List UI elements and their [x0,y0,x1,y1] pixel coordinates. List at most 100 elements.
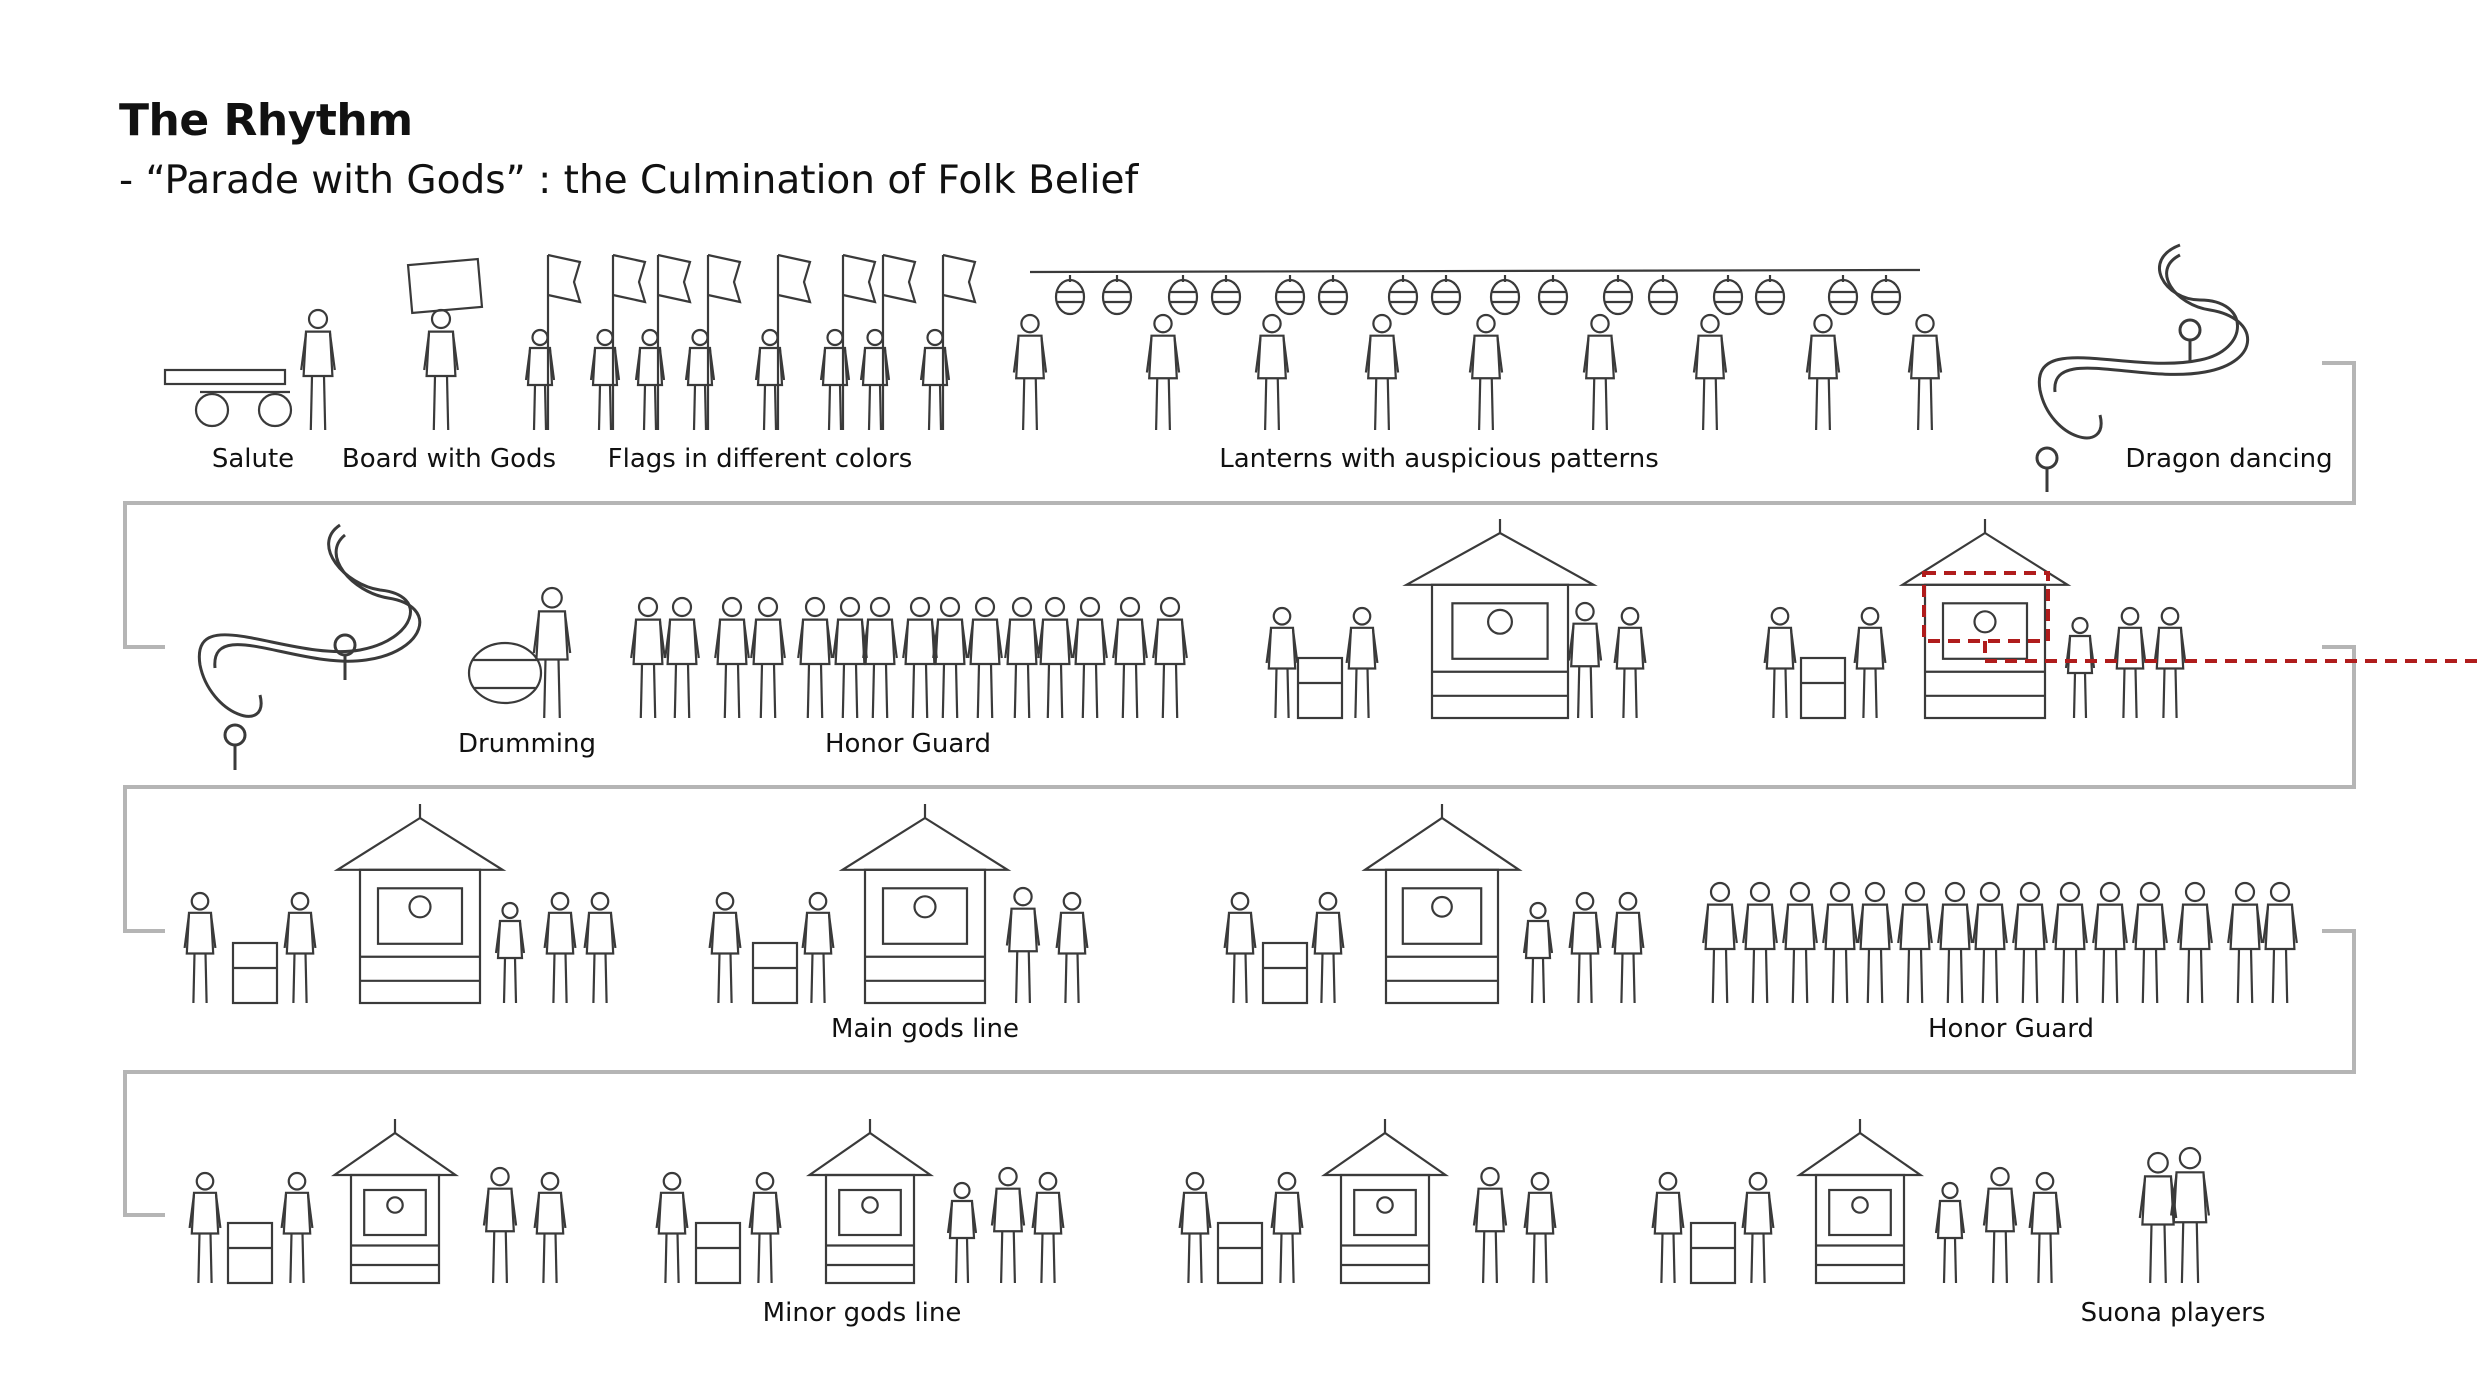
page-title: The Rhythm [119,95,413,146]
highlighted-deity-palanquin [1898,519,2072,720]
lantern-bearer [1012,313,1048,431]
person-figure [990,1166,1026,1284]
lantern [1827,275,1859,316]
person-figure [1523,1171,1557,1284]
procession-figures [163,253,2298,1285]
person-figure [1611,891,1645,1004]
flag-bearer [919,253,977,431]
label-flags: Flags in different colors [607,444,913,474]
path-segment-row3-right [123,929,2356,1217]
honor-guard-musician [2177,881,2213,1004]
person-figure [801,891,835,1004]
board-bearer [406,257,484,431]
sedan-chair [226,1221,274,1285]
flag-bearer [684,253,742,431]
honor-guard-musician [664,596,700,719]
path-segment-row2-right [123,645,2356,933]
deity-palanquin [838,804,1012,1005]
person-figure [183,891,217,1004]
person-figure [1934,1181,1966,1284]
person-figure [2028,1171,2062,1284]
salute-person [300,308,336,431]
person-figure [1055,891,1089,1004]
sedan-chair [1261,941,1309,1005]
label-honor-guard-1: Honor Guard [824,729,992,759]
person-figure [280,1171,314,1284]
lantern-pole [1029,268,1921,274]
highlight-box [1922,571,2050,643]
person-figure [1178,1171,1212,1284]
person-figure [1031,1171,1065,1284]
honor-guard-musician [2052,881,2088,1004]
dragon-dancer-illustration-2 [197,523,422,770]
honor-guard-musician [862,596,898,719]
minor-deity-palanquin [1795,1119,1925,1285]
lantern [1167,275,1199,316]
person-figure [2153,606,2187,719]
lantern-bearer [1468,313,1504,431]
path-segment-row1-right [123,361,2356,649]
flag-bearer [859,253,917,431]
page-subtitle: - “Parade with Gods” : the Culmination o… [119,158,1139,203]
honor-guard-musician [1742,881,1778,1004]
person-figure [2113,606,2147,719]
label-minor-gods-line: Minor gods line [762,1298,962,1328]
label-board-with-gods: Board with Gods [341,444,557,474]
person-figure [1613,606,1647,719]
honor-guard-musician [750,596,786,719]
person-figure [1522,901,1554,1004]
lantern-bearer [1805,313,1841,431]
honor-guard-musician [902,596,938,719]
person-figure [708,891,742,1004]
person-figure [2064,616,2096,719]
lantern [1537,275,1569,316]
dragon-dancer-illustration [2035,243,2249,492]
sedan-chair [694,1221,742,1285]
person-figure [1345,606,1379,719]
person-figure [583,891,617,1004]
honor-guard-musician [1152,596,1188,719]
person-figure [946,1181,978,1284]
honor-guard-musician [932,596,968,719]
highlight-leader-line [1983,641,2481,663]
honor-guard-musician [2262,881,2298,1004]
honor-guard-musician [1822,881,1858,1004]
lantern-bearer [1364,313,1400,431]
honor-guard-musician [832,596,868,719]
lantern [1712,275,1744,316]
suona-player [2138,1151,2178,1284]
flag-bearer [819,253,877,431]
honor-guard-musician [967,596,1003,719]
label-main-gods-line: Main gods line [831,1014,1019,1044]
highlight-callout [1922,571,2481,663]
flag-bearer [634,253,692,431]
suona-player [2170,1146,2210,1284]
sedan-chair [1296,656,1344,720]
person-figure [1982,1166,2018,1284]
drummer [532,586,572,719]
person-figure [1223,891,1257,1004]
person-figure [543,891,577,1004]
sedan-chair [1216,1221,1264,1285]
lantern [1387,275,1419,316]
lantern [1870,275,1902,316]
person-figure [1568,891,1602,1004]
minor-deity-palanquin [1320,1119,1450,1285]
honor-guard-musician [1897,881,1933,1004]
person-figure [1311,891,1345,1004]
honor-guard-musician [2092,881,2128,1004]
lantern-bearer [1254,313,1290,431]
label-drumming: Drumming [457,729,597,759]
label-honor-guard-2: Honor Guard [1927,1014,2095,1044]
person-figure [1472,1166,1508,1284]
honor-guard-musician [1072,596,1108,719]
lantern [1274,275,1306,316]
sedan-chair [231,941,279,1005]
sedan-chair [1799,656,1847,720]
label-dragon-dancing: Dragon dancing [2125,444,2333,474]
honor-guard-musician [1702,881,1738,1004]
label-salute: Salute [211,444,295,474]
drum [467,641,543,705]
